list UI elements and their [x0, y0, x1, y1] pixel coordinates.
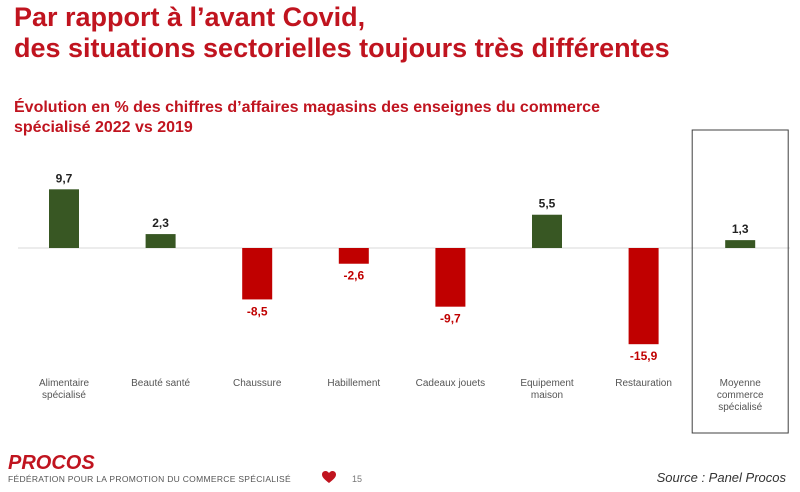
data-label: 1,3: [732, 222, 749, 236]
category-label: Alimentaire: [39, 378, 89, 389]
slide-title-line-2: des situations sectorielles toujours trè…: [14, 33, 670, 63]
bar: [435, 248, 466, 307]
category-label: Cadeaux jouets: [416, 378, 486, 389]
category-label: Habillement: [327, 378, 380, 389]
bar: [532, 214, 562, 248]
category-label: spécialisé: [718, 402, 762, 413]
data-label: 5,5: [539, 197, 556, 211]
page-number: 15: [352, 474, 363, 484]
data-label: -2,6: [343, 269, 364, 283]
source-note: Source : Panel Procos: [656, 470, 786, 485]
bar: [628, 248, 659, 345]
bar: [242, 248, 273, 300]
category-label: Moyenne: [720, 378, 762, 389]
chart-title-line-2: spécialisé 2022 vs 2019: [14, 119, 193, 136]
highlight-box: [691, 129, 789, 434]
data-label: -15,9: [630, 349, 658, 363]
bar: [338, 248, 369, 264]
category-label: spécialisé: [42, 390, 86, 401]
bar: [49, 189, 79, 248]
chart-title: Évolution en % des chiffres d’affaires m…: [14, 98, 754, 138]
bar: [145, 234, 176, 248]
heart-icon: [322, 471, 336, 483]
category-label: Chaussure: [233, 378, 282, 389]
category-label: commerce: [717, 390, 764, 401]
category-label: Equipement: [520, 378, 574, 389]
data-label: -9,7: [440, 312, 461, 326]
organization-name: FÉDÉRATION POUR LA PROMOTION DU COMMERCE…: [8, 474, 291, 484]
category-label: Restauration: [615, 378, 672, 389]
data-label: 2,3: [152, 216, 169, 230]
chart-title-line-1: Évolution en % des chiffres d’affaires m…: [14, 99, 600, 116]
bar: [725, 240, 756, 248]
slide-title: Par rapport à l’avant Covid, des situati…: [14, 2, 794, 64]
procos-logo: PROCOS: [8, 452, 95, 474]
data-label: -8,5: [247, 304, 268, 318]
data-label: 9,7: [56, 171, 73, 185]
category-label: Beauté santé: [131, 378, 190, 389]
category-label: maison: [531, 390, 563, 401]
slide-title-line-1: Par rapport à l’avant Covid,: [14, 2, 366, 32]
